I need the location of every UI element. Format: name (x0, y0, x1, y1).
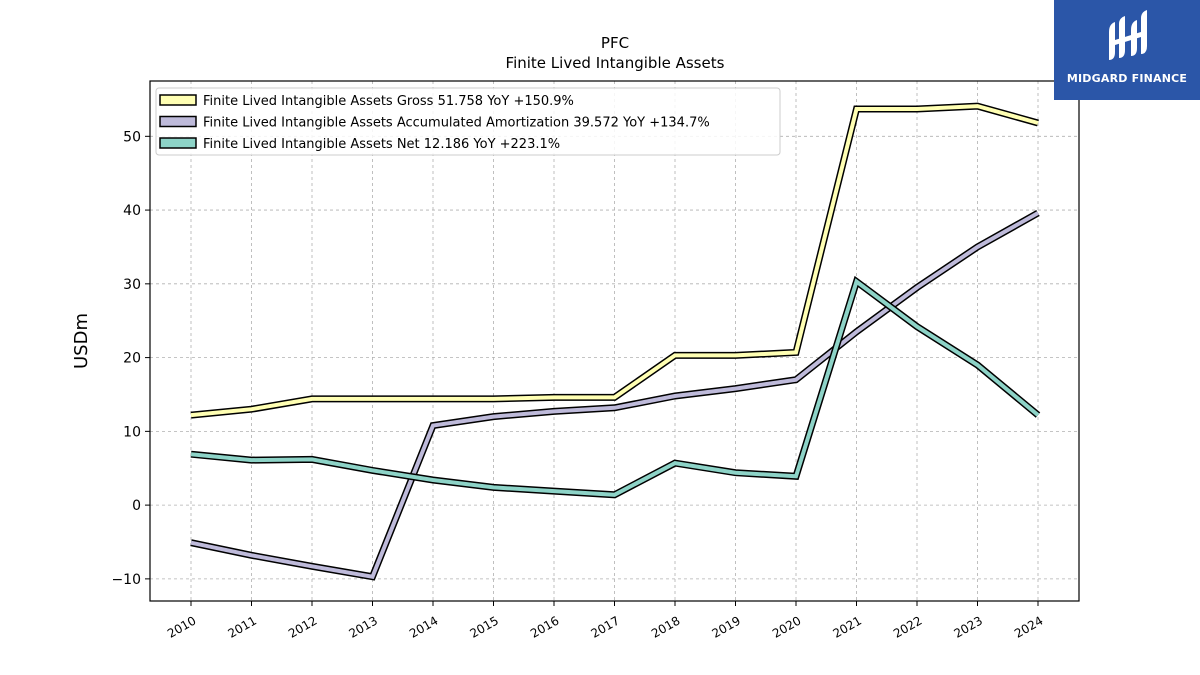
x-tick-label: 2023 (952, 613, 985, 640)
legend-box (155, 87, 781, 156)
x-tick-label: 2012 (286, 613, 319, 640)
legend: Finite Lived Intangible Assets Gross 51.… (155, 87, 781, 156)
x-tick-label: 2011 (226, 613, 259, 640)
ticks: 2010 2011 2012 2013 2014 2015 2016 2017 2018 2019… (111, 129, 1045, 641)
legend-swatch (159, 137, 197, 149)
x-tick-label: 2024 (1012, 613, 1045, 640)
x-tick-label: 2022 (891, 613, 924, 640)
y-axis-label: USDm (71, 313, 92, 369)
x-tick-label: 2013 (347, 613, 380, 640)
series-line (190, 211, 1039, 579)
legend-label: Finite Lived Intangible Assets Gross 51.… (203, 94, 574, 109)
logo-text: MIDGARD FINANCE (1066, 72, 1188, 85)
y-tick-label: 40 (123, 203, 141, 219)
y-tick-label: 20 (123, 351, 141, 367)
y-tick-label: 30 (123, 277, 141, 293)
y-tick-label: −10 (111, 572, 141, 588)
chart-subtitle: Finite Lived Intangible Assets (506, 54, 725, 72)
midgard-finance-logo: MIDGARD FINANCE (1054, 0, 1200, 100)
x-tick-label: 2021 (831, 613, 864, 640)
x-tick-label: 2014 (407, 613, 440, 640)
midgard-logo-icon (1109, 10, 1147, 60)
legend-swatch (159, 115, 197, 128)
x-tick-label: 2017 (589, 613, 622, 640)
x-tick-label: 2020 (770, 613, 803, 640)
series-layer (190, 102, 1041, 581)
legend-label: Finite Lived Intangible Assets Accumulat… (203, 116, 710, 131)
series-line (190, 278, 1040, 497)
x-tick-label: 2010 (165, 613, 198, 640)
chart-title: PFC (601, 34, 629, 52)
y-tick-label: 0 (132, 498, 141, 514)
series-line (190, 104, 1039, 418)
y-tick-label: 10 (123, 424, 141, 440)
x-tick-label: 2016 (528, 613, 561, 640)
x-tick-label: 2015 (468, 613, 501, 640)
legend-swatch (159, 94, 197, 106)
legend-label: Finite Lived Intangible Assets Net 12.18… (203, 137, 560, 152)
y-tick-label: 50 (123, 129, 141, 145)
x-tick-label: 2019 (710, 613, 743, 640)
x-tick-label: 2018 (649, 613, 682, 640)
